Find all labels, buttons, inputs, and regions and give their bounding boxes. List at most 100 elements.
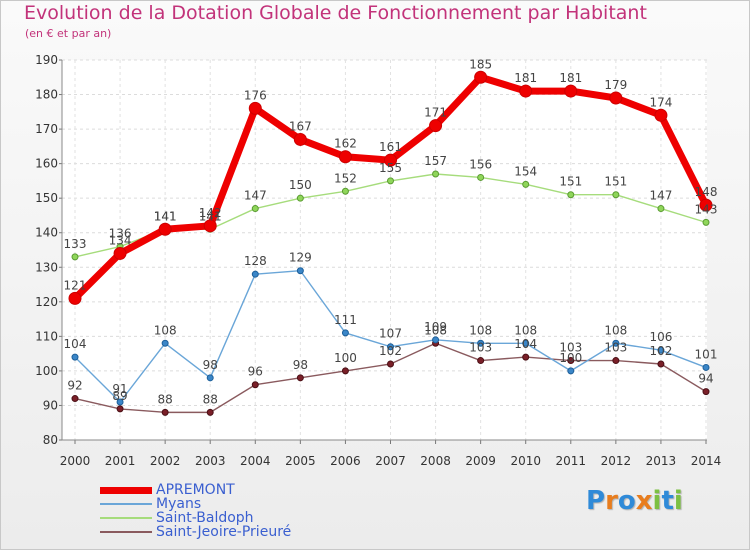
legend-label: Saint-Baldoph	[156, 510, 254, 526]
data-label-apremont: 176	[244, 88, 267, 102]
data-point-saint-baldoph	[341, 187, 349, 195]
data-point-myans	[71, 353, 79, 361]
data-label-saint-baldoph: 147	[649, 189, 672, 203]
data-point-apremont	[384, 153, 397, 167]
x-tick-label: 2003	[195, 454, 226, 468]
data-point-apremont	[564, 84, 578, 98]
data-label-saint-baldoph: 157	[424, 154, 447, 168]
data-point-apremont	[113, 246, 127, 260]
y-tick-label: 190	[35, 53, 58, 67]
data-point-saint-jeoire-prieur	[387, 360, 394, 368]
data-point-myans	[387, 343, 394, 351]
x-tick-label: 2007	[375, 454, 406, 468]
data-point-myans	[657, 346, 665, 354]
x-tick-label: 2009	[465, 454, 496, 468]
data-label-myans: 111	[334, 313, 357, 327]
data-point-saint-baldoph	[71, 253, 79, 261]
data-label-apremont: 181	[514, 71, 537, 85]
data-label-apremont: 167	[289, 119, 312, 133]
data-label-saint-baldoph: 154	[514, 164, 537, 178]
data-point-saint-baldoph	[612, 191, 620, 199]
data-point-myans	[477, 339, 485, 347]
chart-subtitle: (en € et par an)	[25, 27, 112, 40]
data-label-myans: 129	[289, 251, 312, 265]
data-point-apremont	[654, 108, 668, 122]
y-tick-label: 100	[35, 364, 58, 378]
data-label-saint-jeoire-prieur: 108	[424, 323, 447, 337]
data-point-saint-baldoph	[296, 194, 304, 202]
data-label-apremont: 134	[109, 233, 132, 247]
data-label-saint-jeoire-prieur: 98	[293, 358, 308, 372]
data-point-myans	[522, 339, 530, 347]
data-label-myans: 100	[559, 351, 582, 365]
x-tick-label: 2012	[601, 454, 632, 468]
data-label-myans: 106	[649, 330, 672, 344]
proxiti-logo: Proxiti	[586, 486, 683, 516]
data-label-saint-jeoire-prieur: 88	[158, 392, 173, 406]
data-point-apremont	[158, 222, 172, 236]
logo-letter: r	[605, 486, 618, 516]
data-point-apremont	[68, 291, 82, 305]
legend-swatch	[100, 531, 152, 533]
y-tick-label: 170	[35, 122, 58, 136]
data-point-apremont	[338, 150, 352, 164]
data-label-myans: 107	[379, 327, 402, 341]
legend-item-myans: Myans	[100, 497, 291, 511]
data-point-saint-jeoire-prieur	[71, 395, 79, 403]
legend-item-saint-baldoph: Saint-Baldoph	[100, 511, 291, 525]
data-label-myans: 108	[604, 323, 627, 337]
data-label-myans: 98	[203, 358, 218, 372]
data-point-myans	[341, 329, 349, 337]
data-point-myans	[116, 398, 124, 406]
x-tick-label: 2005	[285, 454, 316, 468]
data-label-apremont: 161	[379, 140, 402, 154]
logo-letter: x	[635, 486, 653, 516]
y-tick-label: 110	[35, 329, 58, 343]
legend-item-apremont: APREMONT	[100, 483, 291, 497]
x-tick-label: 2001	[105, 454, 136, 468]
x-tick-label: 2013	[646, 454, 677, 468]
data-label-saint-baldoph: 141	[154, 209, 177, 223]
data-label-myans: 101	[695, 347, 718, 361]
data-point-myans	[702, 363, 710, 371]
x-tick-label: 2000	[60, 454, 91, 468]
legend-swatch	[100, 486, 152, 494]
y-tick-label: 80	[43, 433, 58, 447]
y-tick-label: 130	[35, 260, 58, 274]
data-label-saint-jeoire-prieur: 103	[559, 341, 582, 355]
data-label-saint-jeoire-prieur: 103	[604, 341, 627, 355]
data-point-saint-jeoire-prieur	[206, 408, 214, 416]
y-tick-label: 120	[35, 295, 58, 309]
data-label-apremont: 148	[695, 185, 718, 199]
data-label-saint-baldoph: 151	[559, 175, 582, 189]
data-label-saint-baldoph: 136	[109, 227, 132, 241]
data-label-apremont: 142	[199, 206, 222, 220]
data-label-saint-jeoire-prieur: 102	[649, 344, 672, 358]
data-point-saint-baldoph	[387, 177, 394, 185]
data-label-saint-jeoire-prieur: 103	[469, 341, 492, 355]
data-point-saint-jeoire-prieur	[702, 388, 710, 396]
data-point-myans	[296, 267, 304, 275]
data-point-myans	[161, 339, 169, 347]
data-point-apremont	[519, 84, 533, 98]
x-tick-label: 2002	[150, 454, 181, 468]
legend-label: Myans	[156, 496, 202, 512]
data-label-saint-jeoire-prieur: 94	[698, 372, 713, 386]
data-point-saint-jeoire-prieur	[116, 405, 124, 413]
legend-item-saint-jeoire-prieur: Saint-Jeoire-Prieuré	[100, 525, 291, 539]
data-point-saint-jeoire-prieur	[567, 357, 575, 365]
data-point-saint-jeoire-prieur	[657, 360, 665, 368]
data-point-saint-baldoph	[477, 173, 485, 181]
data-label-saint-baldoph: 151	[604, 175, 627, 189]
data-label-saint-baldoph: 133	[64, 237, 87, 251]
logo-letter: t	[661, 486, 674, 516]
data-label-saint-jeoire-prieur: 100	[334, 351, 357, 365]
data-label-saint-baldoph: 143	[695, 202, 718, 216]
legend-label: APREMONT	[156, 482, 235, 498]
x-tick-label: 2008	[420, 454, 451, 468]
data-label-saint-jeoire-prieur: 89	[112, 389, 127, 403]
data-label-saint-baldoph: 150	[289, 178, 312, 192]
data-point-myans	[612, 339, 620, 347]
data-point-saint-jeoire-prieur	[522, 353, 530, 361]
data-point-apremont	[203, 219, 217, 233]
